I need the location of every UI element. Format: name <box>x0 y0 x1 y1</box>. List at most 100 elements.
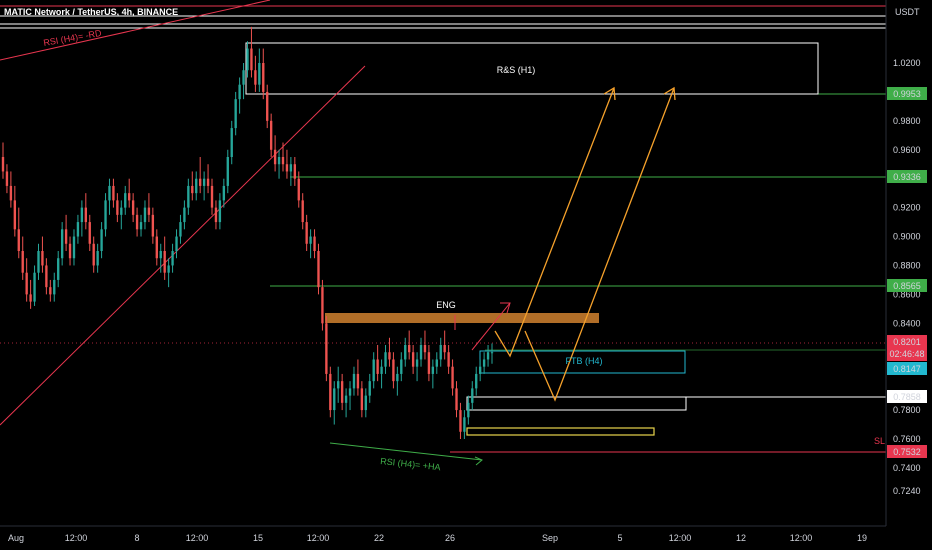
candle-body-55 <box>218 200 222 223</box>
candle-body-78 <box>309 236 312 244</box>
candle-body-109 <box>431 366 435 374</box>
support-trendline[interactable] <box>0 65 366 426</box>
candle-body-124 <box>490 352 494 354</box>
demand-zone-white[interactable] <box>466 396 687 411</box>
candle-body-53 <box>210 185 214 208</box>
price-tick-13: 0.7240 <box>893 486 921 496</box>
time-tick-9: 5 <box>617 533 622 543</box>
resistance-zone[interactable] <box>325 313 599 323</box>
candle-body-68 <box>269 120 273 150</box>
time-tick-13: 19 <box>857 533 867 543</box>
ftb-h4-label: FTB (H4) <box>566 356 603 366</box>
time-tick-3: 12:00 <box>186 533 209 543</box>
time-tick-8: Sep <box>542 533 558 543</box>
candle-body-96 <box>380 366 383 374</box>
rsi-ha-trendline[interactable] <box>329 442 483 461</box>
candle-body-76 <box>301 200 304 223</box>
rsi-rd-trendline[interactable] <box>0 0 271 61</box>
candle-body-18 <box>72 236 76 259</box>
candle-body-5 <box>21 251 24 273</box>
candle-body-47 <box>187 185 190 208</box>
candle-body-73 <box>289 164 293 172</box>
time-tick-10: 12:00 <box>669 533 692 543</box>
candle-body-3 <box>13 200 17 230</box>
price-tick-8: 0.8400 <box>893 318 921 328</box>
candle-body-36 <box>143 207 147 223</box>
candle-body-34 <box>135 214 139 230</box>
candle-body-113 <box>447 352 450 367</box>
candle-body-87 <box>344 395 348 403</box>
projection-path-2[interactable] <box>524 87 675 402</box>
candle-body-20 <box>80 207 84 223</box>
candle-body-95 <box>376 359 379 374</box>
rs-h1-zone[interactable] <box>245 42 819 95</box>
candle-body-7 <box>29 294 32 302</box>
candle-body-61 <box>242 70 245 85</box>
sl-label: SL <box>874 436 885 446</box>
candle-body-42 <box>167 265 170 273</box>
candle-body-63 <box>250 48 253 71</box>
candle-body-69 <box>273 149 277 165</box>
candle-body-40 <box>159 251 162 259</box>
price-tick-7: 0.8600 <box>893 289 921 299</box>
candle-body-72 <box>285 164 289 172</box>
time-tick-11: 12 <box>736 533 746 543</box>
candle-body-56 <box>222 185 226 201</box>
time-tick-1: 12:00 <box>65 533 88 543</box>
candle-body-15 <box>60 229 64 259</box>
price-tick-12: 0.7400 <box>893 463 921 473</box>
candle-body-16 <box>64 229 68 244</box>
candle-body-117 <box>463 417 466 432</box>
price-tag-0-9336-bg <box>887 170 927 183</box>
candle-body-58 <box>230 128 233 157</box>
projection-path-1[interactable] <box>494 87 615 358</box>
candle-body-102 <box>404 345 407 360</box>
candle-body-64 <box>254 70 257 85</box>
time-tick-6: 22 <box>374 533 384 543</box>
candle-body-97 <box>384 352 387 367</box>
candle-body-28 <box>112 185 115 201</box>
price-tag-0-9953-bg <box>887 87 927 100</box>
candle-body-50 <box>198 178 202 186</box>
candle-body-4 <box>17 229 20 251</box>
rs-h1-label: R&S (H1) <box>497 65 536 75</box>
price-tag-0-8147: 0.8147 <box>893 364 921 374</box>
candle-body-120 <box>475 373 478 389</box>
candle-body-116 <box>459 410 462 432</box>
price-tick-11: 0.7600 <box>893 434 921 444</box>
candle-body-115 <box>455 388 458 411</box>
price-tick-0: 1.0200 <box>893 58 921 68</box>
candle-body-71 <box>281 157 285 165</box>
candle-body-67 <box>266 91 269 121</box>
candle-body-62 <box>246 48 249 71</box>
candle-body-0 <box>1 157 5 172</box>
candle-body-84 <box>333 388 336 411</box>
price-tag-0-8565: 0.8565 <box>893 281 921 291</box>
candle-body-23 <box>92 243 95 266</box>
candle-body-106 <box>419 345 423 360</box>
candle-body-57 <box>226 157 229 186</box>
candle-body-22 <box>88 222 91 244</box>
candle-body-39 <box>155 236 158 259</box>
candle-body-86 <box>340 381 344 403</box>
time-axis[interactable] <box>0 526 932 550</box>
price-tick-10: 0.7800 <box>893 405 921 415</box>
candle-body-93 <box>368 381 371 396</box>
candle-body-26 <box>104 200 107 230</box>
projection-arrowhead-2 <box>663 86 676 101</box>
rsi-ha-arrowhead <box>474 456 483 466</box>
candle-body-14 <box>57 258 60 280</box>
candle-body-90 <box>356 373 360 389</box>
candle-body-8 <box>33 272 36 302</box>
candle-body-38 <box>151 214 155 237</box>
candle-body-91 <box>360 388 364 411</box>
demand-zone-yellow[interactable] <box>466 427 655 436</box>
candle-body-46 <box>183 207 186 223</box>
time-tick-4: 15 <box>253 533 263 543</box>
candle-body-99 <box>392 359 395 382</box>
candle-body-89 <box>352 373 356 389</box>
price-tag-0-7532: 0.7532 <box>893 447 921 457</box>
candle-body-112 <box>443 345 446 353</box>
candle-body-114 <box>451 366 454 389</box>
